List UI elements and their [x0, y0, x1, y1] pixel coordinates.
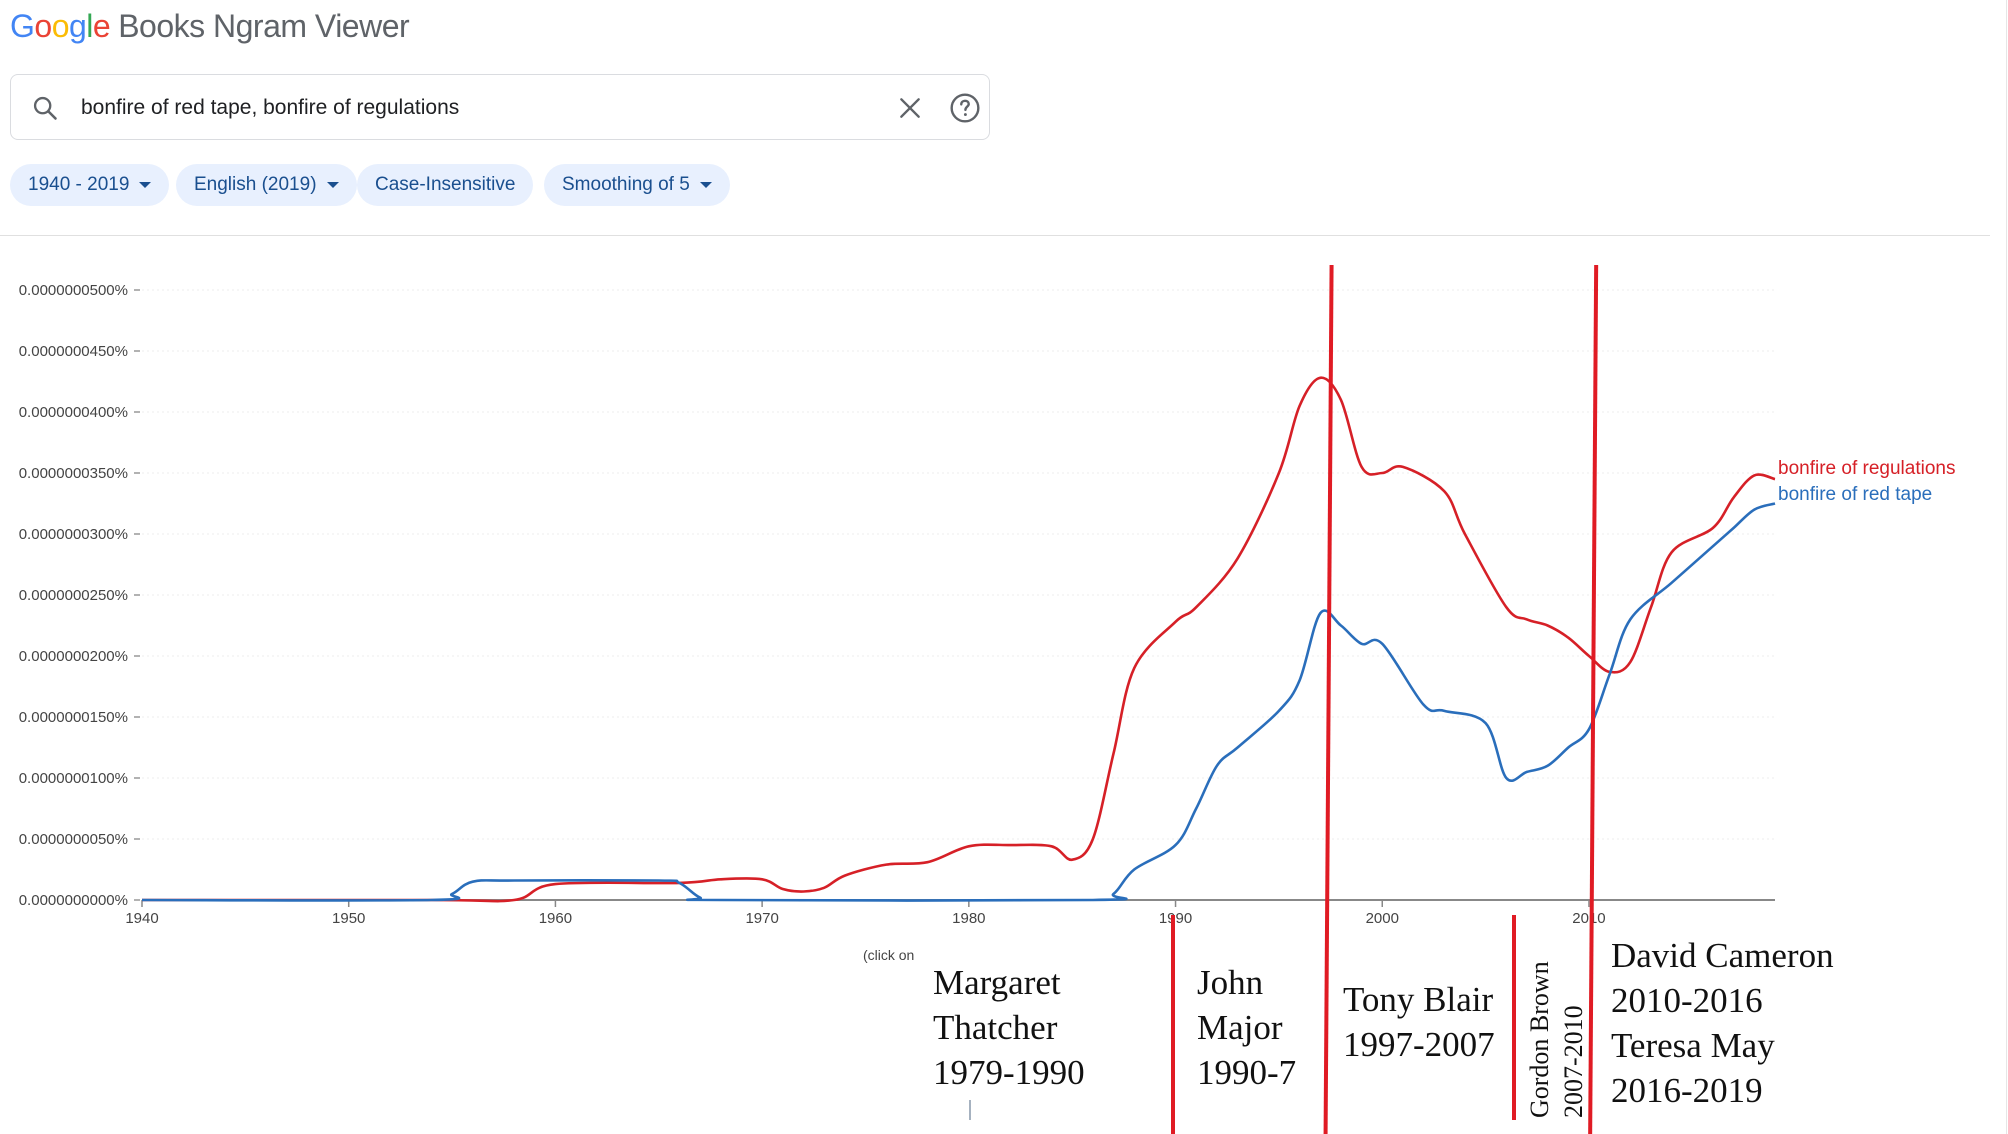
smoothing-label: Smoothing of 5	[562, 174, 690, 195]
pm-label: 2010-2016	[1611, 981, 1763, 1020]
page-edge	[2006, 0, 2007, 1134]
pm-annotations: Margaret Thatcher 1979-1990 John Major 1990-7…	[933, 264, 1834, 1134]
pm-label: John	[1197, 963, 1263, 1002]
y-tick-label: 0.0000000450%	[19, 343, 128, 360]
year-range-chip[interactable]: 1940 - 2019	[10, 164, 170, 206]
y-tick-label: 0.0000000400%	[19, 404, 128, 421]
pm-label: 2016-2019	[1611, 1071, 1763, 1110]
google-wordmark: Google	[10, 8, 111, 44]
help-icon[interactable]	[949, 92, 981, 124]
pm-label: Major	[1197, 1008, 1283, 1047]
grid-lines	[142, 289, 1775, 840]
legend-bonfire-of-regulations[interactable]: bonfire of regulations	[1778, 458, 1955, 479]
pm-label: Gordon Brown	[1525, 961, 1554, 1118]
case-insensitive-label: Case-Insensitive	[375, 174, 516, 195]
product-name: Books Ngram Viewer	[118, 8, 410, 44]
pm-divider-line	[1588, 264, 1599, 1134]
pm-label: 1979-1990	[933, 1053, 1085, 1092]
x-tick-label: 1960	[539, 910, 572, 927]
y-axis: 0.0000000000% 0.0000000050% 0.0000000100% 0…	[19, 282, 140, 909]
y-tick-label: 0.0000000200%	[19, 648, 128, 665]
pm-label: Tony Blair	[1343, 980, 1494, 1019]
y-tick-label: 0.0000000000%	[19, 892, 128, 909]
y-tick-label: 0.0000000500%	[19, 282, 128, 299]
pm-label: 2007-2010	[1559, 1005, 1588, 1118]
x-tick-label: 2000	[1366, 910, 1399, 927]
x-tick-label: 1980	[952, 910, 985, 927]
pm-label-vertical: Gordon Brown 2007-2010	[1525, 961, 1588, 1118]
legend: bonfire of regulations bonfire of red tap…	[1778, 458, 1955, 505]
close-icon[interactable]	[897, 95, 923, 121]
search-box	[10, 74, 990, 140]
y-tick-label: 0.0000000050%	[19, 831, 128, 848]
pm-label: 1990-7	[1197, 1053, 1296, 1092]
pm-divider-line	[1323, 264, 1334, 1134]
x-tick-label: 1950	[332, 910, 365, 927]
pm-label: 1997-2007	[1343, 1025, 1495, 1064]
pm-label: Thatcher	[933, 1008, 1058, 1047]
corpus-label: English (2019)	[194, 174, 317, 195]
legend-bonfire-of-red-tape[interactable]: bonfire of red tape	[1778, 484, 1932, 505]
year-range-label: 1940 - 2019	[28, 174, 130, 195]
y-tick-label: 0.0000000150%	[19, 709, 128, 726]
y-tick-label: 0.0000000100%	[19, 770, 128, 787]
corpus-chip[interactable]: English (2019)	[176, 164, 357, 206]
y-tick-label: 0.0000000300%	[19, 526, 128, 543]
x-tick-label: 1970	[745, 910, 778, 927]
x-tick-label: 2010	[1572, 910, 1605, 927]
chevron-down-icon	[699, 181, 712, 188]
pm-label: Margaret	[933, 963, 1061, 1002]
x-axis: 1940 1950 1960 1970 1980 1990 2000 2010	[125, 899, 1775, 927]
series-line-bonfire-of-red-tape[interactable]	[141, 502, 1776, 902]
case-insensitive-chip[interactable]: Case-Insensitive	[357, 164, 534, 206]
search-icon	[33, 96, 57, 120]
x-tick-label: 1940	[125, 910, 158, 927]
series-lines	[141, 376, 1776, 903]
click-note: (click on	[863, 947, 914, 963]
x-tick-label: 1990	[1159, 910, 1192, 927]
y-tick-label: 0.0000000250%	[19, 587, 128, 604]
series-line-bonfire-of-regulations[interactable]	[141, 376, 1776, 903]
pm-label: Teresa May	[1611, 1026, 1775, 1065]
google-books-ngram-logo[interactable]: Google Books Ngram Viewer	[10, 8, 410, 45]
chevron-down-icon	[139, 181, 152, 188]
y-tick-label: 0.0000000350%	[19, 465, 128, 482]
search-input[interactable]	[81, 89, 861, 127]
header-divider	[0, 235, 1990, 236]
chevron-down-icon	[326, 181, 339, 188]
pm-label: David Cameron	[1611, 936, 1834, 975]
smoothing-chip[interactable]: Smoothing of 5	[544, 164, 730, 206]
